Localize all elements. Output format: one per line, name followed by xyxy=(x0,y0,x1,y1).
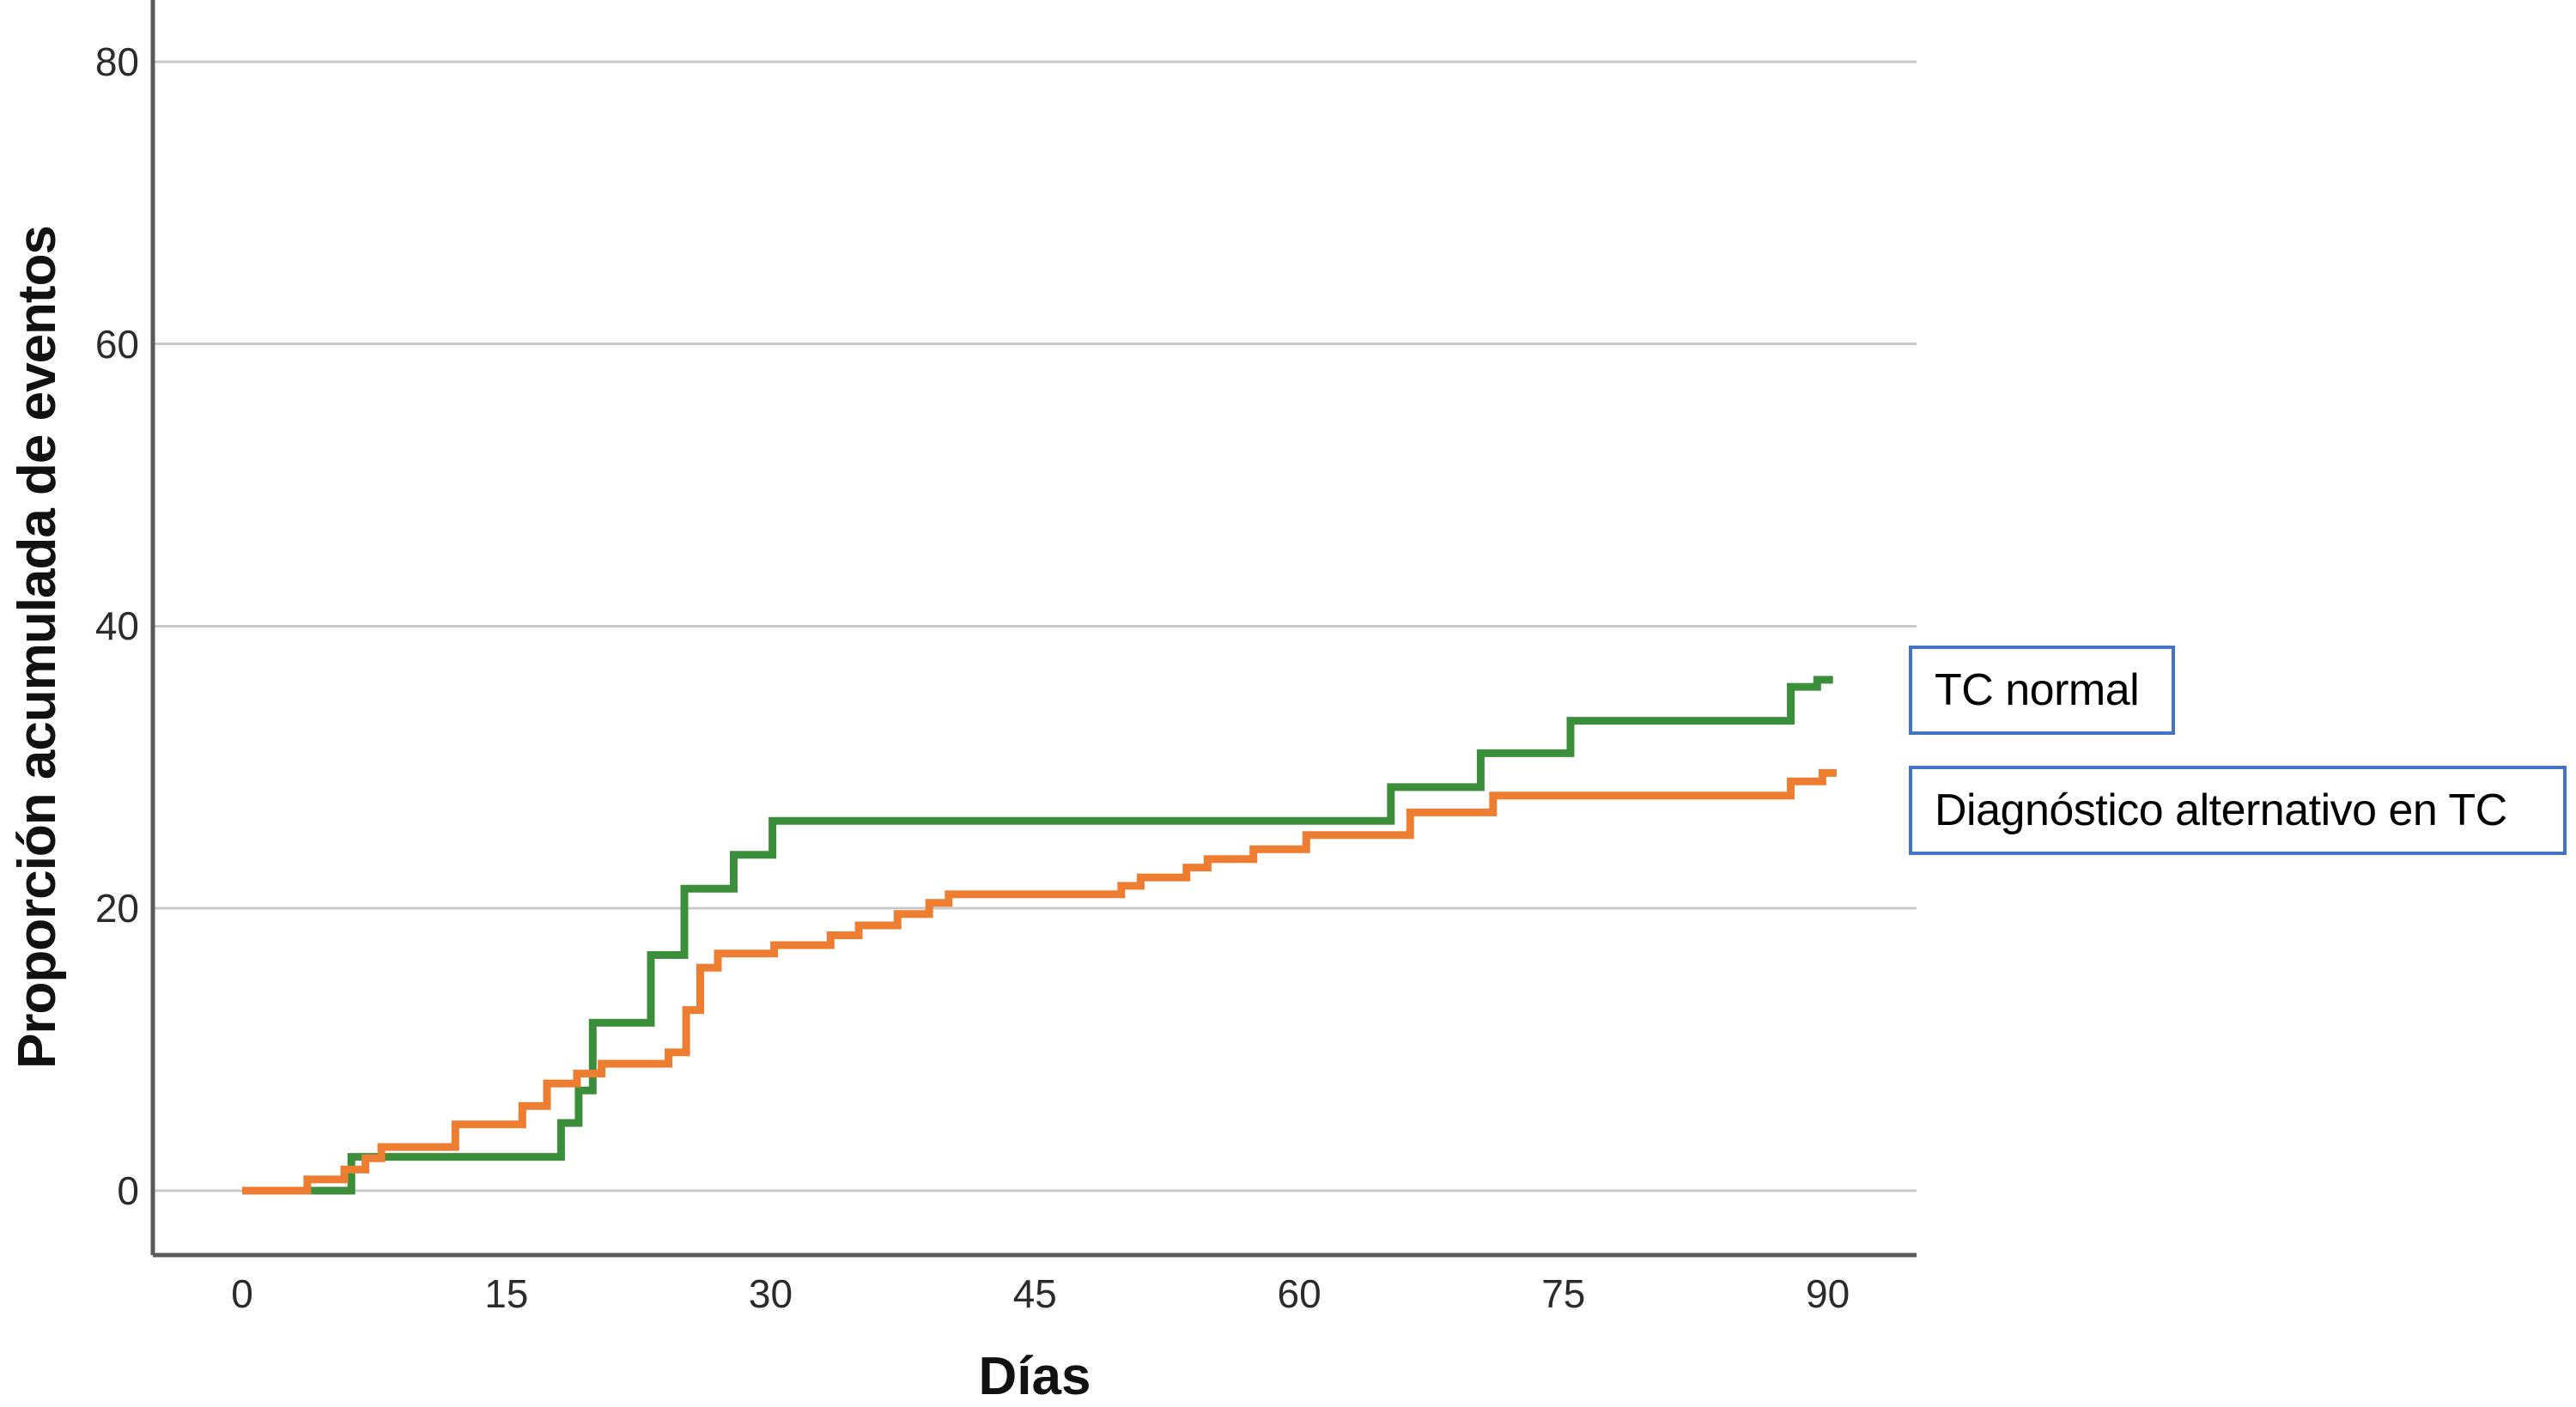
x-tick-label-90: 90 xyxy=(1806,1271,1850,1316)
y-tick-label-80: 80 xyxy=(94,39,139,84)
y-axis-title: Proporción acumulada de eventos xyxy=(8,226,67,1070)
legend-label: Diagnóstico alternativo en TC xyxy=(1935,785,2507,835)
y-tick-label-20: 20 xyxy=(94,886,139,931)
legend-label: TC normal xyxy=(1935,665,2140,715)
x-tick-label-0: 0 xyxy=(231,1271,253,1316)
series-curve-diagnostico-alternativo xyxy=(242,768,1837,1195)
x-tick-label-45: 45 xyxy=(1012,1271,1057,1316)
legend-item-tc-normal: TC normal xyxy=(1909,646,2175,735)
x-tick-label-15: 15 xyxy=(484,1271,529,1316)
y-tick-label-40: 40 xyxy=(94,603,139,649)
x-tick-label-30: 30 xyxy=(748,1271,793,1316)
x-tick-label-75: 75 xyxy=(1541,1271,1586,1316)
x-axis-title: Días xyxy=(978,1347,1091,1406)
y-tick-label-0: 0 xyxy=(117,1168,139,1213)
x-tick-label-60: 60 xyxy=(1277,1271,1321,1316)
y-tick-label-60: 60 xyxy=(94,321,139,367)
legend-item-diagnostico-alternativo: Diagnóstico alternativo en TC xyxy=(1909,766,2567,855)
series-curve-tc-normal xyxy=(242,676,1833,1195)
